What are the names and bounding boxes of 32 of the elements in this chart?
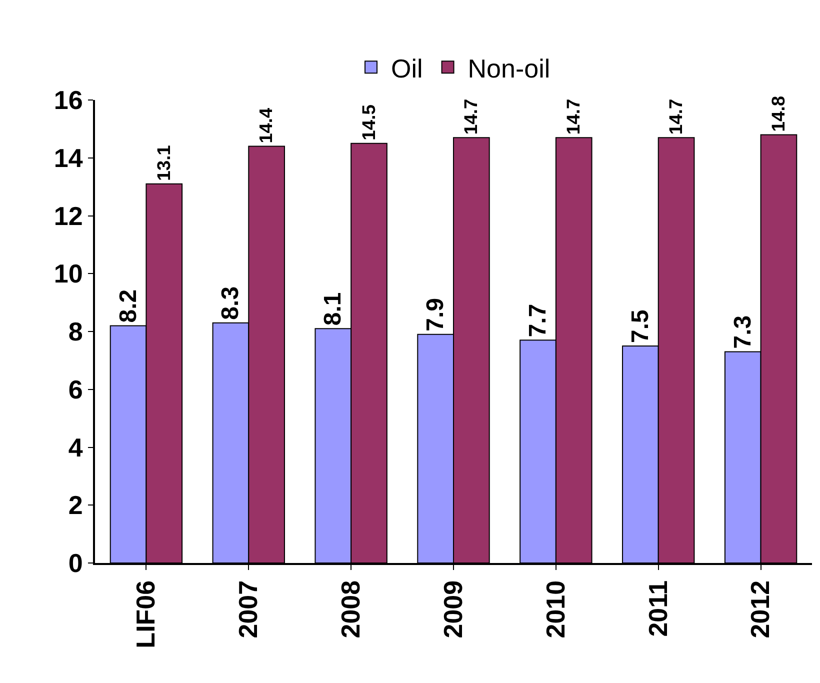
x-tick-label: 2010	[540, 580, 570, 638]
y-tick-label: 6	[68, 374, 83, 404]
x-tick-label: 2008	[336, 580, 366, 638]
data-label: 14.7	[562, 98, 584, 135]
x-tick-label: 2012	[745, 580, 776, 638]
data-label: 14.8	[767, 96, 788, 132]
y-tick-label: 2	[68, 490, 83, 520]
data-label: 7.9	[422, 298, 450, 332]
x-tick-label: 2007	[233, 580, 264, 638]
y-tick-label: 4	[68, 432, 84, 462]
data-label: 8.2	[114, 289, 142, 323]
data-label: 7.5	[626, 310, 654, 343]
data-label: 8.1	[320, 292, 347, 326]
legend-label: Oil	[391, 53, 423, 84]
y-tick-label: 0	[68, 548, 83, 578]
data-label: 8.3	[217, 286, 244, 320]
x-tick-label: LIF06	[130, 580, 161, 648]
x-tick-label: 2011	[642, 580, 673, 637]
legend-label: Non-oil	[468, 53, 550, 84]
data-label: 14.4	[256, 108, 276, 144]
y-tick-label: 12	[54, 200, 83, 231]
data-label: 13.1	[152, 145, 174, 181]
data-label: 7.3	[729, 315, 756, 349]
y-tick-label: 14	[54, 142, 84, 173]
data-label: 14.7	[460, 98, 482, 135]
data-label: 14.7	[665, 98, 686, 135]
x-tick-label: 2009	[438, 580, 468, 638]
data-label: 7.7	[524, 304, 552, 338]
y-tick-label: 16	[54, 85, 83, 116]
y-tick-label: 10	[54, 258, 83, 289]
y-tick-label: 8	[68, 316, 83, 347]
data-label: 14.5	[358, 104, 379, 140]
